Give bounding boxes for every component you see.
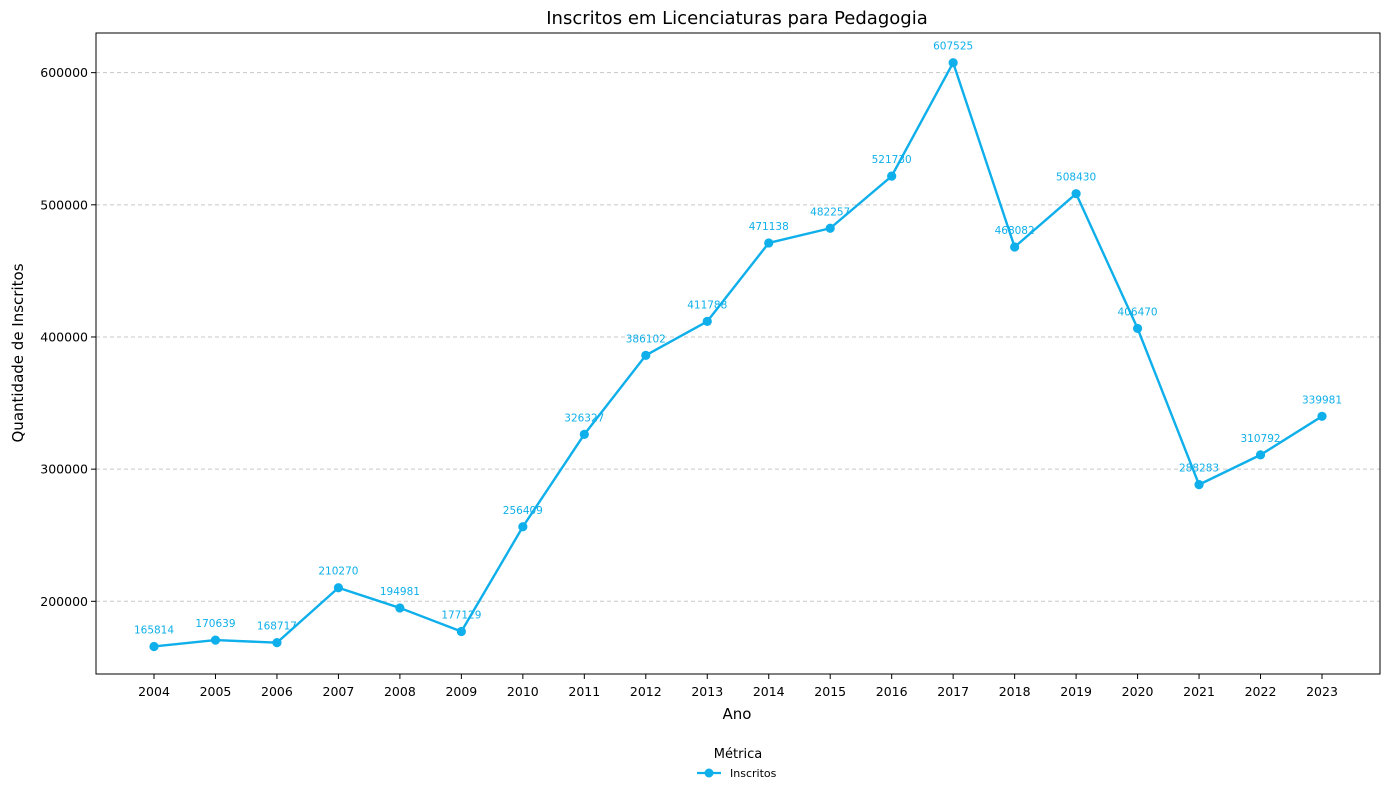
legend: Métrica Inscritos <box>697 747 777 780</box>
x-tick-label-2013: 2013 <box>691 684 723 699</box>
data-label-2007: 210270 <box>318 566 358 578</box>
data-label-2021: 288283 <box>1179 463 1219 475</box>
data-point-2021 <box>1194 480 1204 490</box>
data-point-2014 <box>764 238 774 248</box>
data-point-2005 <box>210 635 221 645</box>
x-tick-label-2018: 2018 <box>999 684 1031 699</box>
data-point-2010 <box>518 522 528 532</box>
x-tick-label-2009: 2009 <box>445 684 477 699</box>
data-point-2009 <box>456 626 466 637</box>
data-point-2015 <box>825 223 835 233</box>
x-tick-label-2015: 2015 <box>814 684 846 699</box>
x-tick-label-2012: 2012 <box>630 684 662 699</box>
series-inscritos <box>149 58 1327 652</box>
series-line-inscritos <box>153 61 1323 648</box>
data-label-2020: 406470 <box>1118 306 1158 318</box>
data-point-2011 <box>579 429 589 439</box>
x-tick-label-2011: 2011 <box>568 684 600 699</box>
data-point-2008 <box>395 603 405 613</box>
data-point-2007 <box>333 583 344 593</box>
chart-title: Inscritos em Licenciaturas para Pedagogi… <box>546 8 927 29</box>
y-tick-label-500000: 500000 <box>40 197 88 212</box>
data-point-2017 <box>948 58 958 68</box>
data-label-2014: 471138 <box>749 221 789 233</box>
data-point-2020 <box>1132 323 1143 334</box>
data-label-2005: 170639 <box>195 618 235 630</box>
data-label-2006: 168717 <box>257 621 297 633</box>
y-tick-label-300000: 300000 <box>40 462 88 477</box>
data-point-2022 <box>1255 450 1266 460</box>
data-point-2012 <box>641 350 651 360</box>
data-label-2015: 482257 <box>810 206 850 218</box>
data-label-2016: 521730 <box>872 154 912 166</box>
y-axis-ticks: 200000 300000 400000 500000 600000 <box>40 65 96 609</box>
data-label-2013: 411788 <box>687 299 727 311</box>
data-point-2013 <box>702 316 712 326</box>
legend-title: Métrica <box>714 747 762 762</box>
x-tick-label-2023: 2023 <box>1306 684 1338 699</box>
y-tick-label-400000: 400000 <box>40 329 88 344</box>
data-label-2017: 607525 <box>933 41 973 53</box>
plot-frame <box>95 32 1381 675</box>
data-labels: 165814 170639 168717 210270 194981 177129 2564… <box>134 41 1342 637</box>
x-tick-label-2019: 2019 <box>1060 684 1092 699</box>
legend-entry-inscritos: Inscritos <box>730 767 777 780</box>
data-point-2023 <box>1317 411 1327 421</box>
data-label-2023: 339981 <box>1302 394 1342 406</box>
data-point-2006 <box>272 638 282 648</box>
data-label-2008: 194981 <box>380 586 420 598</box>
data-label-2009: 177129 <box>441 610 481 622</box>
x-axis-label: Ano <box>723 705 752 723</box>
data-point-2018 <box>1010 242 1020 252</box>
x-tick-label-2020: 2020 <box>1122 684 1154 699</box>
x-tick-label-2022: 2022 <box>1245 684 1277 699</box>
data-label-2012: 386102 <box>626 333 666 345</box>
x-tick-label-2005: 2005 <box>200 684 232 699</box>
y-axis-label: Quantidade de Inscritos <box>9 263 27 442</box>
data-point-2016 <box>887 171 897 181</box>
legend-marker-swatch <box>704 768 714 778</box>
x-tick-label-2016: 2016 <box>876 684 908 699</box>
x-tick-label-2010: 2010 <box>507 684 539 699</box>
data-label-2019: 508430 <box>1056 172 1096 184</box>
x-tick-label-2007: 2007 <box>323 684 355 699</box>
x-tick-label-2006: 2006 <box>261 684 293 699</box>
data-label-2010: 256409 <box>503 505 543 517</box>
data-point-2004 <box>149 641 159 652</box>
data-label-2018: 468082 <box>995 225 1035 237</box>
y-tick-label-200000: 200000 <box>40 594 88 609</box>
x-tick-label-2021: 2021 <box>1183 684 1215 699</box>
data-label-2022: 310792 <box>1240 433 1280 445</box>
x-tick-label-2004: 2004 <box>138 684 170 699</box>
data-label-2011: 326327 <box>564 412 604 424</box>
y-tick-label-600000: 600000 <box>40 65 88 80</box>
x-axis-ticks: 2004 2005 2006 2007 2008 2009 2010 2011 2012 2013… <box>138 674 1338 699</box>
data-label-2004: 165814 <box>134 624 174 636</box>
x-tick-label-2014: 2014 <box>753 684 785 699</box>
x-tick-label-2008: 2008 <box>384 684 416 699</box>
x-tick-label-2017: 2017 <box>937 684 969 699</box>
grid-lines <box>96 72 1380 602</box>
data-point-2019 <box>1071 189 1081 199</box>
